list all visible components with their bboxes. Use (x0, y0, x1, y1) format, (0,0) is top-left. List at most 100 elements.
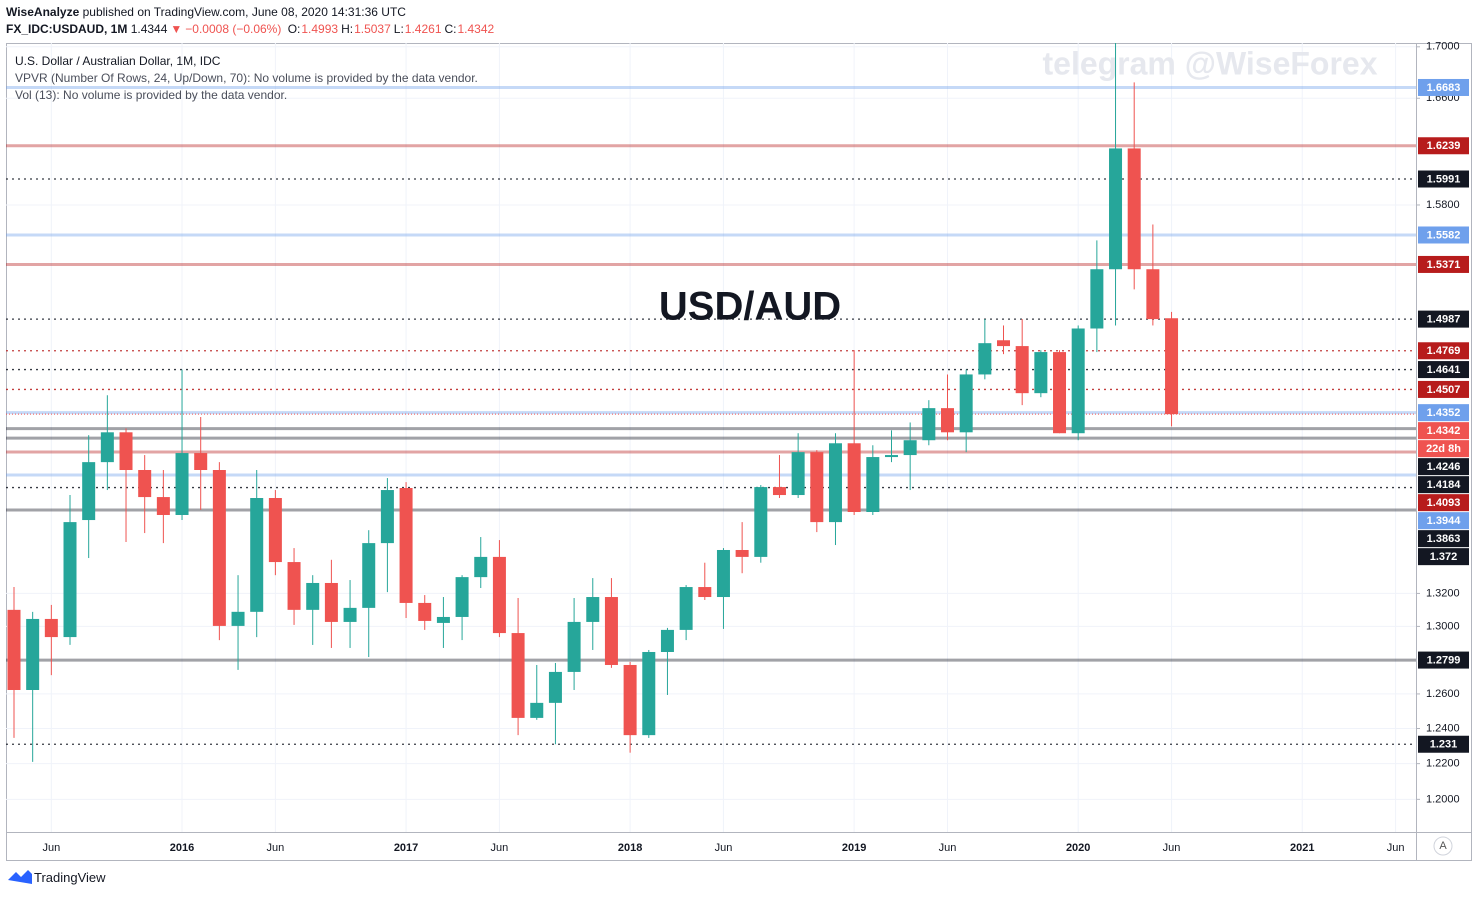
candle-body (1071, 328, 1085, 434)
legend: U.S. Dollar / Australian Dollar, 1M, IDC… (15, 53, 478, 104)
candle-body (380, 490, 394, 544)
candle-body (735, 549, 749, 557)
price-label: 1.6683 (1427, 82, 1461, 94)
symbol: FX_IDC:USDAUD, 1M (6, 22, 128, 36)
candle-body (978, 343, 992, 375)
candle-body (642, 651, 656, 736)
price-label: 1.5371 (1427, 259, 1461, 271)
chart-title: U.S. Dollar / Australian Dollar, 1M, IDC (15, 54, 221, 68)
candle-body (586, 597, 600, 622)
candle-body (1109, 148, 1123, 270)
candle-body (567, 621, 581, 672)
candle-body (866, 457, 880, 512)
arrow: ▼ (170, 22, 183, 36)
price-label-box (1418, 512, 1469, 530)
candle-body (941, 408, 954, 433)
y-tick-label: 1.2200 (1426, 758, 1460, 770)
candle-body (82, 462, 96, 521)
price-label-box (1418, 310, 1469, 328)
price-label-box (1418, 78, 1469, 96)
candle-body (7, 609, 21, 690)
price-label: 1.4987 (1427, 314, 1461, 326)
x-tick-label: Jun (1387, 842, 1405, 854)
price-label: 1.372 (1430, 551, 1458, 563)
candle-body (772, 487, 786, 496)
ohlc-value: 1.4342 (457, 22, 495, 36)
candle-body (959, 374, 973, 433)
price-label: 1.4641 (1427, 364, 1461, 376)
scale-button[interactable] (1433, 836, 1453, 856)
scale-button-label[interactable]: A (1439, 840, 1447, 852)
indicator: Vol (13): No volume is provided by the d… (15, 88, 288, 102)
candle-body (231, 611, 245, 626)
candle-body (530, 702, 544, 718)
ohlc-label: H: (341, 22, 354, 36)
price-label: 1.4769 (1427, 345, 1461, 357)
x-tick-label: 2021 (1290, 842, 1314, 854)
candle-body (138, 470, 152, 498)
frame (6, 43, 1472, 861)
candle-body (156, 497, 170, 515)
candle-body (791, 452, 805, 496)
annotation: USD/AUD (659, 285, 841, 329)
candle-body (604, 597, 618, 665)
y-tick-label: 1.3000 (1426, 620, 1460, 632)
levels (6, 85, 1416, 745)
y-tick-label: 1.2600 (1426, 688, 1460, 700)
candle-body (548, 671, 562, 703)
watermark: telegram @WiseForex (1042, 45, 1377, 81)
candle-body (997, 340, 1011, 347)
x-tick-label: 2018 (618, 842, 642, 854)
price-label-box (1418, 404, 1469, 422)
price-label: 1.4507 (1427, 384, 1461, 396)
price-label-box (1418, 476, 1469, 494)
price-label: 1.5991 (1427, 173, 1461, 185)
candle-body (922, 408, 936, 441)
price-label-box (1418, 137, 1469, 155)
ohlc-label: L: (393, 22, 404, 36)
price-label: 1.2799 (1427, 654, 1461, 666)
price-label-box (1418, 548, 1469, 566)
published: published on TradingView.com, June 08, 2… (82, 5, 406, 19)
candle-body (828, 443, 842, 523)
price-label-box (1418, 494, 1469, 512)
price-label-box (1418, 255, 1469, 273)
y-tick-label: 1.2000 (1426, 793, 1460, 805)
ohlc-value: 1.4993 (301, 22, 339, 36)
price-label-box (1418, 440, 1469, 458)
price-label: 1.4184 (1427, 479, 1462, 491)
price-label-box (1418, 226, 1469, 244)
y-tick-label: 1.5800 (1426, 199, 1460, 211)
x-tick-label: 2017 (394, 842, 418, 854)
price-label: 1.4342 (1427, 425, 1461, 437)
price-label-box (1418, 458, 1469, 476)
price-label: 1.231 (1430, 739, 1458, 751)
price-label: 1.3944 (1427, 515, 1462, 527)
candle-body (1165, 318, 1179, 415)
ohlc-label: O: (287, 22, 301, 36)
candle-body (287, 562, 301, 610)
candle-body (1090, 269, 1104, 329)
x-tick-label: Jun (715, 842, 733, 854)
price-label-box (1418, 342, 1469, 360)
candle-body (884, 455, 898, 458)
ohlc-value: 1.4261 (404, 22, 442, 36)
candle-body (436, 616, 450, 623)
price-label-box (1418, 422, 1469, 440)
candle-body (119, 432, 133, 471)
x-tick-label: 2016 (170, 842, 194, 854)
candles (7, 43, 1179, 762)
candle-body (1015, 346, 1029, 394)
candle-body (418, 602, 432, 621)
author: WiseAnalyze (6, 5, 80, 19)
brand-logo (8, 870, 32, 884)
candle-body (250, 498, 264, 612)
price-label: 1.4246 (1427, 461, 1461, 473)
x-tick-label: Jun (939, 842, 957, 854)
price-label-box (1418, 361, 1469, 379)
candle-body (63, 522, 77, 638)
last: 1.4344 (130, 22, 168, 36)
ohlc-label: C: (444, 22, 457, 36)
price-label: 1.5582 (1427, 229, 1461, 241)
